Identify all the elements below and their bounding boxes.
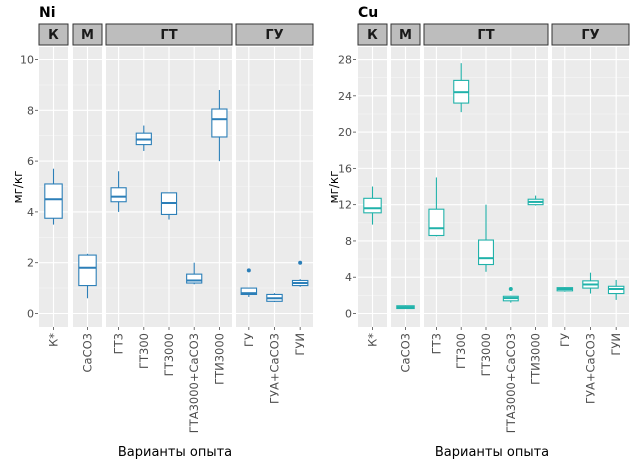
box-ГТА3000+CaCO3 (186, 262, 203, 285)
x-tick-label: CaCO3 (81, 333, 95, 372)
facet-0: К К* (38, 23, 69, 347)
y-tick-label: 0 (345, 308, 352, 321)
facet-strip (38, 23, 69, 46)
x-tick-label: ГТ3000 (162, 333, 176, 376)
facet-strip (551, 23, 630, 46)
facet-strip (390, 23, 421, 46)
y-axis-title: мг/кг (327, 171, 341, 204)
facet-strip (72, 23, 103, 46)
y-axis-title: мг/кг (11, 171, 25, 204)
box-iqr (363, 197, 382, 214)
x-axis-title: Варианты опыта (118, 445, 232, 460)
panel-title: Cu (358, 5, 378, 21)
box-iqr (110, 187, 127, 203)
y-tick-label: 16 (338, 162, 352, 175)
box-iqr (186, 273, 203, 284)
x-axis-title: Варианты опыта (435, 445, 549, 460)
box-ГТ300 (453, 63, 470, 113)
x-tick-label: К* (366, 333, 380, 347)
box-ГТА3000+CaCO3 (502, 287, 519, 303)
facet-3: ГУ ГУ ГУА+CaCO3 ГУИ (235, 23, 314, 404)
x-tick-label: ГУИ (293, 333, 307, 356)
x-tick-label: ГУ (558, 333, 572, 347)
box-К* (44, 168, 63, 225)
panel-cu: Cu мг/кг Варианты опыта 0 4 8 12 16 20 24 28 К К* М Ca… (327, 5, 630, 460)
facet-strip (357, 23, 388, 46)
y-tick-label: 20 (338, 126, 352, 139)
box-iqr (211, 108, 228, 138)
facet-1: М CaCO3 (72, 23, 103, 372)
x-tick-label: CaCO3 (399, 333, 413, 372)
box-CaCO3 (396, 305, 415, 310)
box-CaCO3 (78, 253, 97, 299)
box-iqr (44, 183, 63, 219)
y-tick-label: 4 (345, 271, 352, 284)
box-ГУА+CaCO3 (266, 293, 283, 303)
box-ГТИ3000 (527, 195, 544, 206)
facet-0: К К* (357, 23, 388, 347)
box-ГУИ (291, 260, 309, 287)
facet-strip-label: ГУ (581, 28, 599, 43)
x-tick-label: ГТ300 (137, 333, 151, 369)
box-iqr (478, 239, 494, 266)
box-iqr (240, 287, 258, 296)
facet-strip-label: М (81, 28, 94, 43)
x-tick-label: ГУА+CaCO3 (584, 333, 598, 404)
x-tick-label: ГУИ (609, 333, 623, 356)
x-tick-label: ГТ3 (112, 333, 126, 354)
box-ГУИ (607, 279, 625, 300)
facet-2: ГТ ГТ3 ГТ300 ГТ3000 ГТА3000+CaCO3 ГТИ3000 (105, 23, 233, 433)
panel-title: Ni (39, 5, 56, 21)
y-tick-label: 24 (338, 90, 352, 103)
y-tick-label: 8 (345, 235, 352, 248)
box-ГУА+CaCO3 (582, 272, 599, 294)
box-ГТ300 (135, 125, 152, 151)
y-tick-label: 10 (20, 54, 34, 67)
outlier-point (508, 287, 513, 292)
outlier-point (246, 268, 251, 273)
x-tick-label: К* (47, 333, 61, 347)
facet-2: ГТ ГТ3 ГТ300 ГТ3000 ГТА3000+CaCO3 ГТИ3000 (423, 23, 549, 433)
y-tick-label: 2 (27, 257, 34, 270)
facet-strip-label: ГТ (160, 28, 177, 43)
x-tick-label: ГТ300 (454, 333, 468, 369)
x-tick-label: ГУА+CaCO3 (268, 333, 282, 404)
box-ГТ3 (428, 177, 445, 237)
box-ГТ3000 (160, 192, 178, 220)
box-ГУ (240, 268, 258, 297)
facet-strip (235, 23, 314, 46)
y-tick-label: 6 (27, 155, 34, 168)
x-tick-label: ГТА3000+CaCO3 (187, 333, 201, 433)
facet-strip-label: М (399, 28, 412, 43)
outlier-point (298, 260, 303, 265)
x-tick-label: ГУ (242, 333, 256, 347)
x-tick-label: ГТИ3000 (212, 333, 226, 385)
box-ГТ3000 (478, 204, 494, 272)
y-tick-label: 0 (27, 308, 34, 321)
box-ГУ (556, 287, 574, 292)
y-tick-label: 4 (27, 206, 34, 219)
x-tick-label: ГТ3 (429, 333, 443, 354)
box-ГТИ3000 (211, 89, 228, 162)
y-tick-label: 12 (338, 199, 352, 212)
x-tick-label: ГТА3000+CaCO3 (504, 333, 518, 433)
facet-1: М CaCO3 (390, 23, 421, 372)
box-К* (363, 186, 382, 225)
facet-strip-label: ГТ (477, 28, 494, 43)
box-ГТ3 (110, 171, 127, 212)
facet-strip (105, 23, 233, 46)
x-tick-label: ГТИ3000 (529, 333, 543, 385)
box-iqr (78, 254, 97, 287)
y-tick-label: 28 (338, 54, 352, 67)
facet-strip-label: К (367, 28, 378, 43)
facet-strip-label: ГУ (265, 28, 283, 43)
facet-strip-label: К (48, 28, 59, 43)
facet-strip (423, 23, 549, 46)
x-tick-label: ГТ3000 (479, 333, 493, 376)
box-iqr (428, 208, 445, 237)
y-tick-label: 8 (27, 104, 34, 117)
facet-3: ГУ ГУ ГУА+CaCO3 ГУИ (551, 23, 630, 404)
